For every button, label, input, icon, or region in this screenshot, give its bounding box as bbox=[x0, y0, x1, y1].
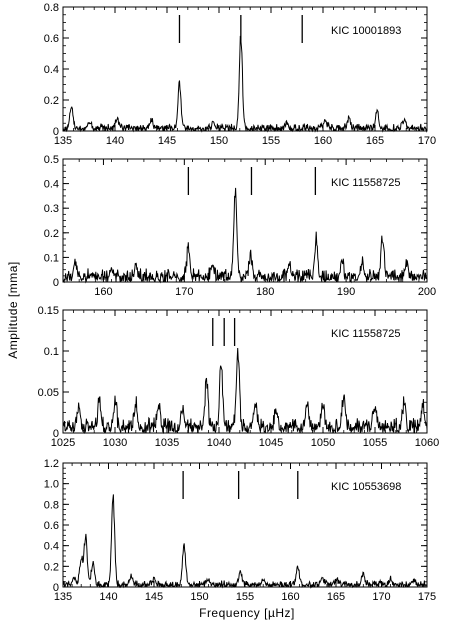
x-tick-label: 155 bbox=[262, 135, 280, 147]
x-tick-label: 165 bbox=[366, 135, 384, 147]
x-tick-label: 180 bbox=[256, 286, 274, 298]
y-tick-label: 0 bbox=[53, 428, 59, 440]
x-tick-label: 135 bbox=[54, 135, 72, 147]
y-tick-label: 0.4 bbox=[44, 179, 59, 191]
panel-1: 135 140 145 150 155 160 165 170 0 0.2 0.4 0.6 0.8 KIC… bbox=[44, 2, 436, 147]
spectrum-line bbox=[62, 494, 428, 589]
y-tick-label: 0.6 bbox=[44, 520, 59, 532]
y-tick-label: 0.15 bbox=[38, 305, 59, 317]
y-tick-label: 0.05 bbox=[38, 387, 59, 399]
x-tick-label: 170 bbox=[175, 286, 193, 298]
y-tick-label: 0.2 bbox=[44, 561, 59, 573]
x-tick-label: 170 bbox=[372, 591, 390, 603]
x-axis-title: Frequency [µHz] bbox=[199, 606, 295, 620]
y-tick-label: 0.2 bbox=[44, 95, 59, 107]
x-tick-label: 135 bbox=[54, 591, 72, 603]
star-label: KIC 11558725 bbox=[331, 328, 401, 340]
y-tick-label: 1.2 bbox=[44, 458, 59, 470]
panel-2: 160 170 180 190 200 0 0.1 0.2 0.3 0.4 0.5 KIC 11558… bbox=[44, 154, 436, 298]
y-tick-label: 0 bbox=[53, 126, 59, 138]
x-tick-label: 170 bbox=[418, 135, 436, 147]
x-tick-label: 200 bbox=[418, 286, 436, 298]
x-tick-label: 150 bbox=[210, 135, 228, 147]
y-tick-label: 0.8 bbox=[44, 2, 59, 14]
x-tick-label: 1025 bbox=[51, 437, 75, 449]
y-tick-label: 0.1 bbox=[44, 252, 59, 264]
y-tick-label: 0.2 bbox=[44, 228, 59, 240]
y-tick-label: 0 bbox=[53, 582, 59, 594]
y-axis-title: Amplitude [mma] bbox=[6, 261, 20, 359]
y-tick-label: 0.8 bbox=[44, 499, 59, 511]
y-tick-label: 0.4 bbox=[44, 541, 59, 553]
x-tick-label: 1055 bbox=[363, 437, 387, 449]
star-label: KIC 10001893 bbox=[331, 25, 401, 37]
y-tick-label: 0.5 bbox=[44, 154, 59, 166]
x-tick-label: 160 bbox=[281, 591, 299, 603]
panel-3: 1025 1030 1035 1040 1045 1050 1055 1060 0 0.05 0.1… bbox=[38, 305, 440, 449]
x-tick-label: 155 bbox=[236, 591, 254, 603]
x-tick-label: 1060 bbox=[415, 437, 439, 449]
x-tick-label: 150 bbox=[190, 591, 208, 603]
x-tick-label: 165 bbox=[327, 591, 345, 603]
spectrum-line bbox=[62, 347, 428, 435]
x-tick-label: 145 bbox=[145, 591, 163, 603]
y-tick-label: 1.0 bbox=[44, 479, 59, 491]
x-tick-label: 140 bbox=[106, 135, 124, 147]
x-tick-label: 160 bbox=[94, 286, 112, 298]
x-tick-label: 1035 bbox=[155, 437, 179, 449]
y-tick-label: 0.3 bbox=[44, 203, 59, 215]
spectrum-line bbox=[62, 35, 428, 133]
x-tick-label: 140 bbox=[99, 591, 117, 603]
star-label: KIC 11558725 bbox=[331, 177, 401, 189]
x-tick-label: 160 bbox=[314, 135, 332, 147]
y-tick-label: 0.6 bbox=[44, 33, 59, 45]
x-tick-label: 1030 bbox=[103, 437, 127, 449]
x-tick-label: 190 bbox=[337, 286, 355, 298]
x-tick-label: 1040 bbox=[207, 437, 231, 449]
y-tick-label: 0.1 bbox=[44, 346, 59, 358]
y-tick-label: 0 bbox=[53, 277, 59, 289]
x-tick-label: 175 bbox=[418, 591, 436, 603]
y-tick-label: 0.4 bbox=[44, 64, 59, 76]
spectrum-line bbox=[62, 187, 428, 284]
x-tick-label: 1045 bbox=[259, 437, 283, 449]
x-tick-label: 145 bbox=[158, 135, 176, 147]
star-label: KIC 10553698 bbox=[331, 481, 401, 493]
x-tick-label: 1050 bbox=[311, 437, 335, 449]
panel-4: 135 140 145 150 155 160 165 170 175 0 0.2 0.4 0.6 0.8… bbox=[44, 458, 436, 603]
